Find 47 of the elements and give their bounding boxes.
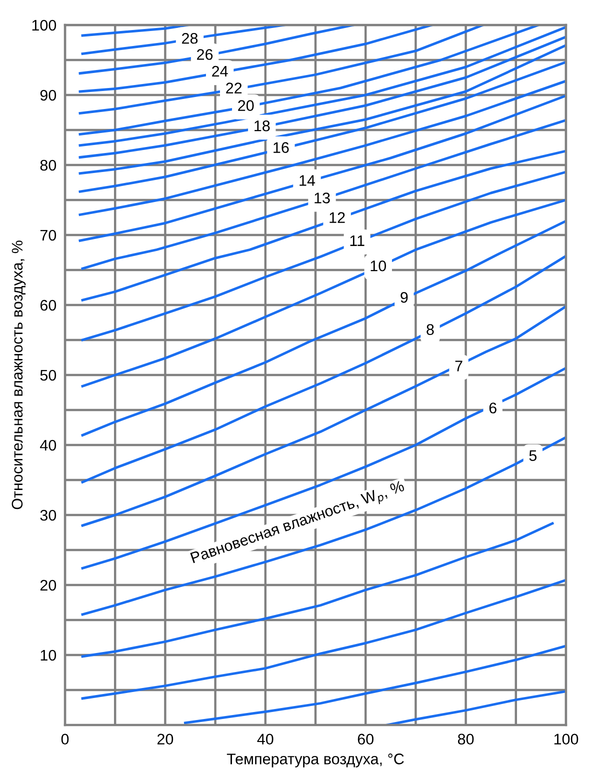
annotation: 20 <box>238 100 254 111</box>
x-tick-label: 40 <box>257 734 274 745</box>
annotation: 8 <box>426 324 434 335</box>
line-series <box>81 118 566 270</box>
y-axis-title: Относительная влажность воздуха, % <box>12 240 26 510</box>
annotation: 18 <box>254 120 270 132</box>
annotation: 22 <box>226 82 242 94</box>
x-tick-label: 80 <box>458 734 474 745</box>
y-tick-label: 10 <box>40 650 56 661</box>
annotation: 9 <box>400 292 408 303</box>
y-tick-label: 40 <box>40 440 56 451</box>
y-tick-label: 100 <box>32 20 56 31</box>
annotation: 26 <box>197 49 213 60</box>
line-series <box>81 436 566 616</box>
x-axis-title: Температура воздуха, °C <box>226 754 404 768</box>
line-series <box>78 25 433 93</box>
x-tick-label: 20 <box>157 734 174 745</box>
annotation: 24 <box>212 66 228 77</box>
y-tick-label: 50 <box>40 370 56 381</box>
annotation: 7 <box>455 360 462 372</box>
y-tick-label: 90 <box>40 90 56 101</box>
annotation: 12 <box>330 212 345 223</box>
line-series <box>81 170 566 342</box>
annotation: 11 <box>350 235 364 246</box>
line-series <box>78 25 354 75</box>
annotation: 6 <box>489 402 496 414</box>
annotation: 5 <box>529 450 537 461</box>
annotation: 28 <box>182 32 198 44</box>
y-tick-label: 80 <box>40 160 56 171</box>
line-series <box>184 644 566 724</box>
y-tick-label: 60 <box>40 300 56 311</box>
annotation: Равновесная влажность, W$_{p}$, % <box>190 480 406 568</box>
line-series <box>78 60 566 193</box>
line-series <box>386 690 566 725</box>
annotation: 14 <box>300 175 316 186</box>
line-series <box>78 44 566 175</box>
line-series <box>81 578 566 700</box>
line-series <box>78 25 484 114</box>
annotation: 10 <box>370 260 386 272</box>
annotation: 16 <box>274 142 289 153</box>
y-tick-label: 30 <box>40 510 56 521</box>
annotation: 13 <box>314 192 330 204</box>
y-tick-label: 20 <box>40 580 56 591</box>
x-tick-label: 100 <box>554 734 578 745</box>
y-tick-label: 70 <box>40 230 56 241</box>
x-tick-label: 0 <box>61 734 69 745</box>
x-tick-label: 60 <box>358 734 374 745</box>
